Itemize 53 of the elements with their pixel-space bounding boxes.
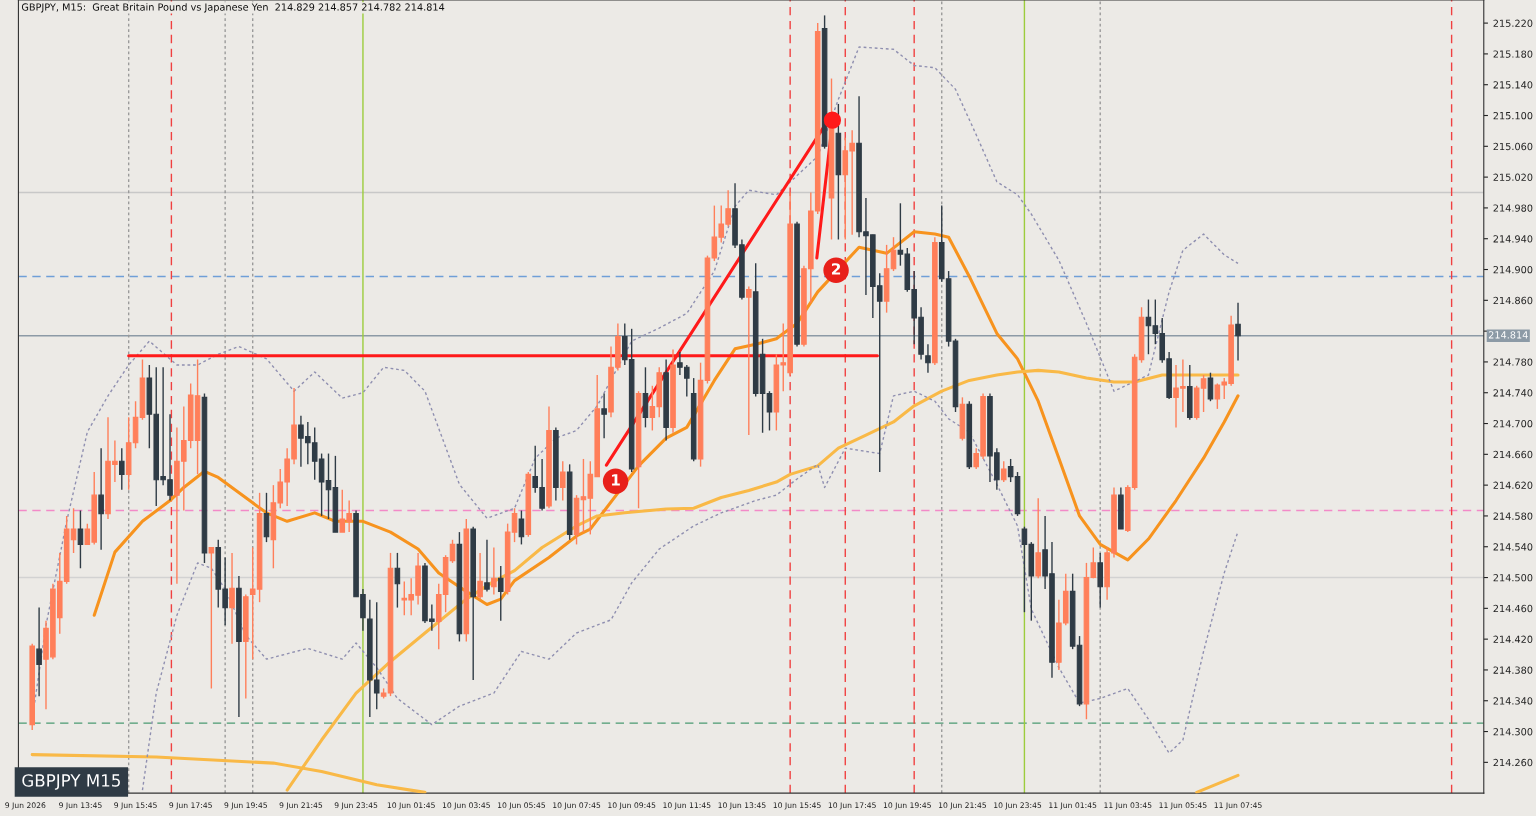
y-tick-label: 215.180 <box>1493 50 1533 58</box>
candlestick <box>601 392 607 439</box>
candlestick <box>1097 552 1104 609</box>
y-tick-label: 214.580 <box>1493 512 1533 520</box>
y-tick-label: 214.620 <box>1493 481 1533 489</box>
y-tick-label: 214.700 <box>1493 420 1533 428</box>
candlestick <box>1000 460 1007 483</box>
line-series <box>141 390 1239 791</box>
y-tick-label: 214.740 <box>1493 389 1533 397</box>
candlestick <box>484 539 490 593</box>
annotation: 2 <box>831 263 841 275</box>
y-tick-label: 214.940 <box>1493 235 1533 243</box>
y-tick-label: 214.420 <box>1493 635 1533 643</box>
candlestick <box>642 366 649 429</box>
y-tick-label: 214.780 <box>1493 358 1533 366</box>
y-tick-label: 215.060 <box>1493 142 1533 151</box>
y-tick-label: 214.500 <box>1493 574 1533 582</box>
annotation: GBPJPY M15 <box>22 774 120 790</box>
y-tick-label: 214.380 <box>1493 666 1533 674</box>
candlestick <box>477 552 483 601</box>
y-tick-label: 214.980 <box>1493 204 1533 212</box>
y-tick-label: 215.220 <box>1493 19 1533 27</box>
candlestick <box>518 509 525 546</box>
y-tick-label: 214.540 <box>1493 543 1533 551</box>
candlestick <box>491 546 497 596</box>
candlestick <box>766 390 773 432</box>
candlestick <box>746 285 752 436</box>
candlestick <box>1035 497 1041 580</box>
candlestick <box>118 447 125 491</box>
candlestick <box>229 552 235 645</box>
y-tick-label: 214.900 <box>1493 266 1533 274</box>
y-tick-label: 215.140 <box>1493 81 1533 89</box>
y-tick-label: 214.460 <box>1493 604 1533 613</box>
y-tick-label: 215.100 <box>1493 111 1533 120</box>
candlestick <box>559 460 566 502</box>
annotation: 1 <box>612 474 620 486</box>
candlestick <box>1235 301 1241 362</box>
y-tick-label: 214.660 <box>1493 450 1533 459</box>
candlestick <box>925 343 931 374</box>
candlestick <box>77 509 84 569</box>
candlestick <box>36 606 42 697</box>
y-tick-label: 214.860 <box>1493 296 1533 305</box>
candlestick <box>263 492 270 543</box>
y-tick-label: 215.020 <box>1493 173 1533 181</box>
y-tick-label: 214.300 <box>1493 728 1533 736</box>
ref-line-label: 214.814 <box>1488 331 1528 339</box>
candlestick <box>208 546 215 690</box>
y-tick-label: 214.340 <box>1493 697 1533 705</box>
candlestick <box>1207 372 1214 402</box>
candlestick <box>98 447 104 551</box>
y-tick-label: 214.260 <box>1493 758 1533 767</box>
candlestick <box>497 565 504 622</box>
chart-title: GBPJPY, M15: Great Britain Pound vs Japanese Yen 214.829 214.857 214.782 214.814 <box>21 3 445 13</box>
